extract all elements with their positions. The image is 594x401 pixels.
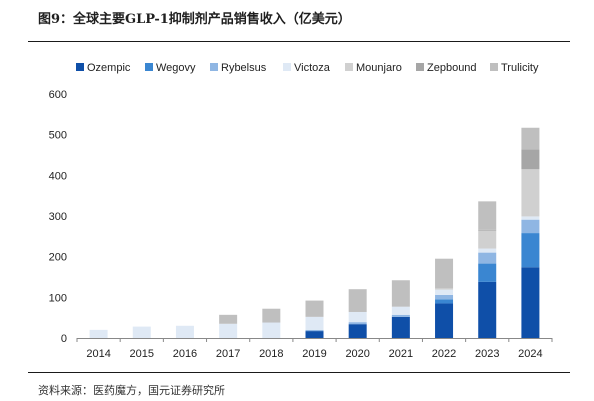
bar-segment (262, 322, 281, 338)
x-tick-label: 2017 (216, 348, 240, 360)
bar-segment (478, 230, 497, 249)
legend-item: Mounjaro (345, 62, 402, 74)
legend-item: Victoza (283, 62, 331, 74)
legend-swatch (490, 63, 498, 71)
bar-segment (435, 294, 454, 300)
chart-legend: Ozempic Wegovy Rybelsus Victoza Mounjaro Zepb… (76, 62, 539, 74)
stacked-bar-chart: Ozempic Wegovy Rybelsus Victoza Mounjaro Zepb… (49, 62, 553, 360)
title-divider (28, 41, 570, 42)
bar-segment (89, 329, 108, 338)
y-tick-label: 500 (49, 130, 67, 142)
legend-swatch (416, 63, 424, 71)
y-tick-label: 0 (61, 333, 67, 345)
bar-segment (348, 311, 367, 323)
legend-label: Trulicity (501, 62, 539, 74)
legend-swatch (145, 63, 153, 71)
x-tick-label: 2022 (432, 348, 456, 360)
bar-segment (391, 280, 410, 307)
x-tick-label: 2015 (130, 348, 154, 360)
bar-segment (175, 325, 194, 338)
x-tick-label: 2023 (475, 348, 499, 360)
x-tick-label: 2021 (389, 348, 413, 360)
source-note: 资料来源：医药魔方，国元证券研究所 (38, 384, 225, 397)
bar-segment (478, 201, 497, 230)
legend-swatch (345, 63, 353, 71)
bar-segment (348, 324, 367, 338)
bar-segment (391, 316, 410, 338)
bar-segment (262, 308, 281, 323)
legend-swatch (283, 63, 291, 71)
bar-segment (521, 267, 540, 338)
bar-segment (305, 316, 324, 330)
bar-segment (219, 314, 238, 324)
legend-item: Wegovy (145, 62, 196, 74)
legend-label: Wegovy (156, 62, 196, 74)
bar-segment (521, 169, 540, 217)
bar-segment (478, 252, 497, 264)
bar-segment (521, 216, 540, 220)
bar-segment (132, 326, 151, 338)
y-axis: 0 100 200 300 400 500 600 (49, 89, 67, 345)
bar-segment (435, 299, 454, 304)
legend-swatch (76, 63, 84, 71)
x-tick-label: 2019 (302, 348, 326, 360)
source-divider (28, 372, 570, 373)
bar-segment (305, 329, 324, 332)
bar-segment (435, 303, 454, 338)
bar-segment (348, 289, 367, 312)
bar-segment (435, 258, 454, 289)
legend-label: Rybelsus (221, 62, 267, 74)
x-tick-label: 2018 (259, 348, 283, 360)
bar-segment (391, 314, 410, 317)
y-tick-label: 600 (49, 89, 67, 101)
y-tick-label: 200 (49, 252, 67, 264)
y-tick-label: 400 (49, 170, 67, 182)
bar-segment (478, 229, 497, 231)
legend-label: Zepbound (427, 62, 477, 74)
x-tick-label: 2016 (173, 348, 197, 360)
legend-item: Trulicity (490, 62, 539, 74)
bar-segment (391, 306, 410, 315)
legend-item: Rybelsus (210, 62, 267, 74)
bar-segment (478, 263, 497, 282)
legend-swatch (210, 63, 218, 71)
bar-segment (305, 300, 324, 317)
bar-segment (521, 233, 540, 268)
bar-segment (219, 323, 238, 338)
x-tick-label: 2024 (518, 348, 542, 360)
bar-segment (478, 248, 497, 253)
x-tick-label: 2020 (345, 348, 369, 360)
bar-segment (521, 219, 540, 234)
x-tick-label: 2014 (86, 348, 110, 360)
legend-label: Ozempic (87, 62, 131, 74)
x-axis: 2014 2015 2016 2017 2018 2019 2020 2021 2022 2023… (76, 338, 553, 360)
legend-item: Ozempic (76, 62, 131, 74)
legend-label: Mounjaro (356, 62, 402, 74)
bar-segment (435, 289, 454, 295)
y-tick-label: 300 (49, 211, 67, 223)
bar-segment (521, 127, 540, 150)
figure-title: 图9：全球主要GLP-1抑制剂产品销售收入（亿美元） (38, 12, 351, 27)
bar-segment (348, 322, 367, 325)
bar-segment (435, 288, 454, 290)
legend-label: Victoza (294, 62, 331, 74)
bar-segment (305, 331, 324, 338)
legend-item: Zepbound (416, 62, 477, 74)
bar-segment (478, 281, 497, 338)
y-tick-label: 100 (49, 292, 67, 304)
bars-area (89, 127, 540, 338)
bar-segment (521, 149, 540, 170)
